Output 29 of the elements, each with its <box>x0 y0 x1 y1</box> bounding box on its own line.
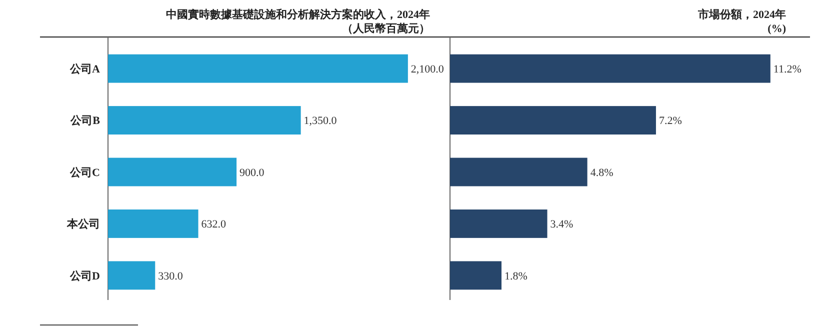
y-tick-label: 公司A <box>69 62 100 76</box>
bar <box>108 158 237 186</box>
chart-title: 中國實時數據基礎設施和分析解決方案的收入，2024年 <box>166 8 430 21</box>
bar <box>108 209 198 238</box>
bar <box>108 54 408 83</box>
y-tick-label: 公司D <box>69 269 100 282</box>
data-label: 1.8% <box>504 270 528 282</box>
data-label: 330.0 <box>158 270 184 282</box>
bar <box>450 261 502 290</box>
chart-subtitle: (%) <box>768 23 786 35</box>
y-tick-label: 公司B <box>70 114 101 128</box>
bar <box>450 158 588 186</box>
chart-title: 市場份額，2024年 <box>697 8 786 21</box>
data-label: 11.2% <box>773 63 802 76</box>
data-label: 4.8% <box>590 166 614 179</box>
y-tick-label: 本公司 <box>66 218 100 231</box>
data-label: 1,350.0 <box>304 115 338 128</box>
data-label: 632.0 <box>201 218 227 231</box>
bar <box>108 261 156 290</box>
bar <box>450 106 656 135</box>
bar <box>108 106 301 135</box>
data-label: 3.4% <box>550 218 574 231</box>
y-tick-label: 公司C <box>69 166 100 179</box>
data-label: 900.0 <box>240 166 265 179</box>
chart-subtitle: （人民幣百萬元） <box>342 22 430 35</box>
bar <box>450 209 548 238</box>
bar <box>450 54 770 83</box>
data-label: 7.2% <box>658 115 682 128</box>
data-label: 2,100.0 <box>410 63 444 76</box>
